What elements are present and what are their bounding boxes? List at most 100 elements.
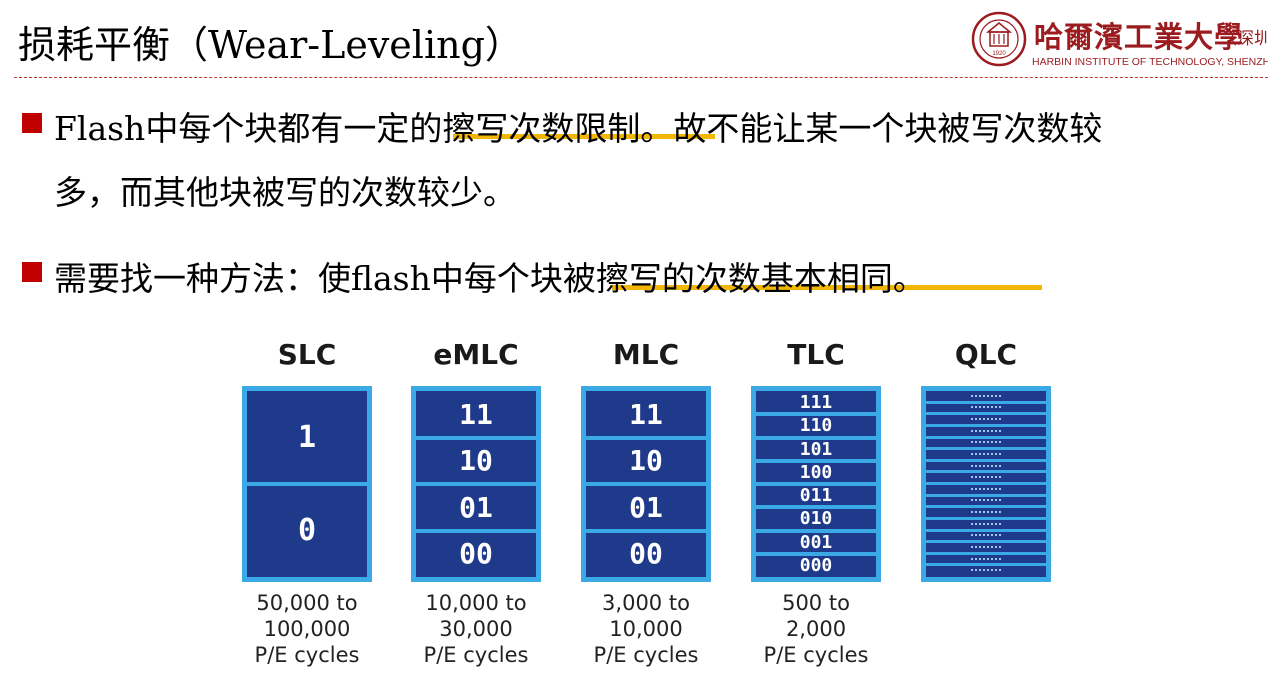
cell-state-qlc: [926, 507, 1046, 519]
cell-divider: [416, 435, 536, 440]
caption-line: 10,000 to: [425, 591, 527, 615]
cell-state-emlc: 10: [459, 444, 493, 478]
cell-divider: [756, 482, 876, 486]
caption-line: 3,000 to: [602, 591, 690, 615]
state-dots: [971, 522, 1001, 527]
caption-line: 500 to: [782, 591, 850, 615]
pe-cycles-caption-emlc: 10,000 to 30,000 P/E cycles: [401, 590, 551, 668]
cell-state-emlc: 00: [459, 537, 493, 571]
cell-divider: [756, 528, 876, 533]
cell-state-qlc: [926, 449, 1046, 461]
cell-divider: [926, 435, 1046, 439]
cell-state-qlc: [926, 461, 1046, 473]
cell-state-mlc: 11: [629, 397, 663, 431]
cell-block-emlc: 11 10 01 00: [411, 386, 541, 582]
cell-state-tlc: 101: [799, 438, 833, 460]
cell-divider: [586, 482, 706, 486]
cell-divider: [926, 412, 1046, 416]
pe-cycles-caption-mlc: 3,000 to 10,000 P/E cycles: [571, 590, 721, 668]
cell-state-slc: 0: [297, 513, 317, 548]
cell-divider: [416, 482, 536, 486]
cell-state-qlc: [926, 426, 1046, 438]
cell-state-mlc: 01: [629, 490, 663, 524]
state-dots: [971, 534, 1001, 538]
university-name-en: HARBIN INSTITUTE OF TECHNOLOGY, SHENZH: [1032, 56, 1268, 68]
state-dots: [971, 476, 1001, 480]
highlight-underline-1: [453, 134, 715, 139]
caption-line: P/E cycles: [593, 643, 699, 667]
cell-divider: [926, 423, 1046, 427]
university-campus: （深圳: [1220, 29, 1268, 49]
cell-type-label-slc: SLC: [277, 338, 337, 371]
cell-state-tlc: 001: [799, 531, 833, 553]
cell-state-tlc: 011: [799, 485, 833, 507]
cell-divider: [756, 435, 876, 440]
cell-state-qlc: [926, 438, 1046, 450]
seal-year: 1920: [992, 51, 1006, 57]
cell-divider: [586, 435, 706, 440]
caption-line: P/E cycles: [254, 643, 360, 667]
state-dots: [971, 569, 1001, 573]
bullet-marker-2: [22, 262, 42, 282]
cell-state-qlc: [926, 403, 1046, 415]
cell-divider: [756, 412, 876, 417]
cell-state-tlc: 111: [799, 392, 833, 414]
state-dots: [971, 557, 1001, 562]
cell-state-qlc: [926, 554, 1046, 566]
state-dots: [971, 429, 1001, 434]
bullet-1-line-1: Flash中每个块都有一定的擦写次数限制。故不能让某一个块被写次数较: [54, 109, 1103, 148]
state-dots: [971, 418, 1001, 422]
cell-divider: [756, 551, 876, 556]
cell-divider: [926, 447, 1046, 451]
cell-state-tlc: 000: [799, 554, 833, 576]
header-divider: [14, 77, 1268, 78]
cell-divider: [756, 458, 876, 463]
cell-state-emlc: 01: [459, 490, 493, 524]
cell-divider: [926, 551, 1046, 555]
state-dots: [971, 464, 1001, 469]
cell-type-label-tlc: TLC: [787, 338, 845, 371]
state-dots: [971, 545, 1001, 550]
state-dots: [971, 511, 1001, 515]
bullet-marker-1: [22, 113, 42, 133]
cell-divider: [926, 400, 1046, 404]
university-logo: 1920 哈爾濱工業大學 （深圳 HARBIN INSTITUTE OF TEC…: [968, 10, 1268, 70]
cell-divider: [756, 505, 876, 510]
cell-divider: [926, 493, 1046, 497]
university-name-cn: 哈爾濱工業大學: [1034, 20, 1245, 54]
bullet-2-line-1: 需要找一种方法：使flash中每个块被擦写的次数基本相同。: [54, 259, 926, 298]
cell-divider: [416, 528, 536, 533]
pe-cycles-caption-slc: 50,000 to 100,000 P/E cycles: [232, 590, 382, 668]
state-dots: [971, 487, 1001, 492]
cell-divider: [926, 470, 1046, 474]
state-dots: [971, 452, 1001, 457]
cell-block-mlc: 11 10 01 00: [581, 386, 711, 582]
cell-state-qlc: [926, 484, 1046, 496]
cell-state-mlc: 10: [629, 444, 663, 478]
cell-state-qlc: [926, 472, 1046, 484]
cell-state-qlc: [926, 531, 1046, 543]
cell-divider: [926, 482, 1046, 485]
cell-state-mlc: 00: [629, 537, 663, 571]
caption-line: 30,000: [439, 617, 513, 641]
state-dots: [971, 394, 1001, 399]
cell-state-qlc: [926, 496, 1046, 508]
cell-state-qlc: [926, 542, 1046, 554]
cell-type-label-qlc: QLC: [954, 338, 1018, 371]
caption-line: P/E cycles: [763, 643, 869, 667]
university-seal-icon: 1920: [971, 11, 1027, 67]
cell-divider: [926, 528, 1046, 532]
cell-state-tlc: 100: [799, 461, 833, 483]
bullet-1-line-2: 多，而其他块被写的次数较少。: [54, 173, 516, 212]
cell-type-label-emlc: eMLC: [433, 338, 519, 371]
cell-divider: [926, 458, 1046, 462]
caption-line: 50,000 to: [256, 591, 358, 615]
caption-line: 10,000: [609, 617, 683, 641]
caption-line: 100,000: [263, 617, 351, 641]
cell-state-qlc: [926, 414, 1046, 426]
state-dots: [971, 441, 1001, 445]
cell-state-tlc: 010: [799, 508, 833, 530]
cell-block-tlc: 111 110 101 100 011 010 001 000: [751, 386, 881, 582]
cell-state-qlc: [926, 565, 1046, 577]
